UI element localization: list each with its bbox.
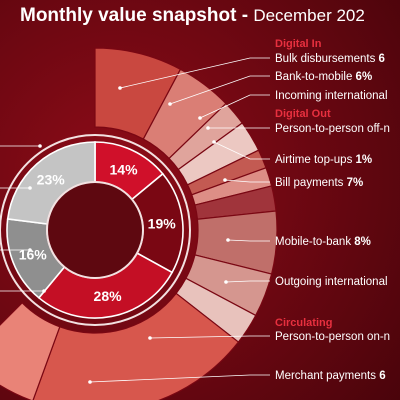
leader-line (169, 75, 270, 105)
slice-label: Merchant payments 6 (275, 370, 386, 382)
slice-label: Mobile-to-bank 8% (275, 236, 371, 248)
inner-ring-border (0, 134, 191, 326)
leader-dot (28, 186, 32, 190)
group-header: Digital Out (275, 108, 331, 120)
outer-ring (0, 47, 278, 400)
slice-label: Airtime top-ups 1% (275, 154, 372, 166)
leader-dot (206, 126, 210, 130)
leader-dot (118, 86, 122, 90)
slice-label: Bill payments 7% (275, 177, 363, 189)
leader-lines (0, 57, 270, 384)
leader-line (225, 280, 270, 283)
chart-title: Monthly value snapshot - December 202 (20, 5, 365, 27)
slice-label: Outgoing international (275, 276, 388, 288)
slice-label: Person-to-person on-n (275, 331, 390, 343)
group-header: Circulating (275, 317, 332, 329)
leader-line (89, 374, 270, 383)
leader-line (227, 239, 270, 242)
leader-dot (88, 380, 92, 384)
leader-line (149, 335, 270, 339)
inner-slice-label: 23% (37, 172, 66, 188)
chart-title-date: December 202 (253, 6, 365, 25)
leader-dot (212, 140, 216, 144)
chart-title-main: Monthly value snapshot - (20, 5, 249, 26)
leader-dot (38, 144, 42, 148)
leader-dot (224, 280, 228, 284)
leader-line (213, 141, 270, 160)
leader-dot (226, 238, 230, 242)
leader-dot (168, 102, 172, 106)
inner-slice-label: 16% (19, 247, 48, 263)
leader-line (224, 179, 270, 183)
leader-dot (223, 178, 227, 182)
inner-ring (0, 134, 191, 326)
leader-line (119, 57, 270, 89)
slice-label: Bank-to-mobile 6% (275, 71, 372, 83)
slice-label: Bulk disbursements 6 (275, 53, 385, 65)
slice-label: Incoming international (275, 90, 388, 102)
leader-dot (198, 116, 202, 120)
inner-slice-label: 19% (148, 216, 177, 232)
leader-dot (148, 336, 152, 340)
slice-label: Person-to-person off-n (275, 123, 390, 135)
leader-dot (28, 248, 32, 252)
inner-slice-label: 14% (110, 161, 139, 177)
outer-slice (0, 301, 61, 400)
leader-line (199, 94, 270, 119)
donut-hole (46, 181, 144, 279)
outer-slice (32, 292, 240, 400)
inner-slice-label: 28% (94, 288, 123, 304)
group-header: Digital In (275, 38, 322, 50)
leader-dot (42, 289, 46, 293)
chart-labels: 14% 19% 28% 16% 23% Bulk disbursements 6 Bank-… (19, 38, 390, 382)
